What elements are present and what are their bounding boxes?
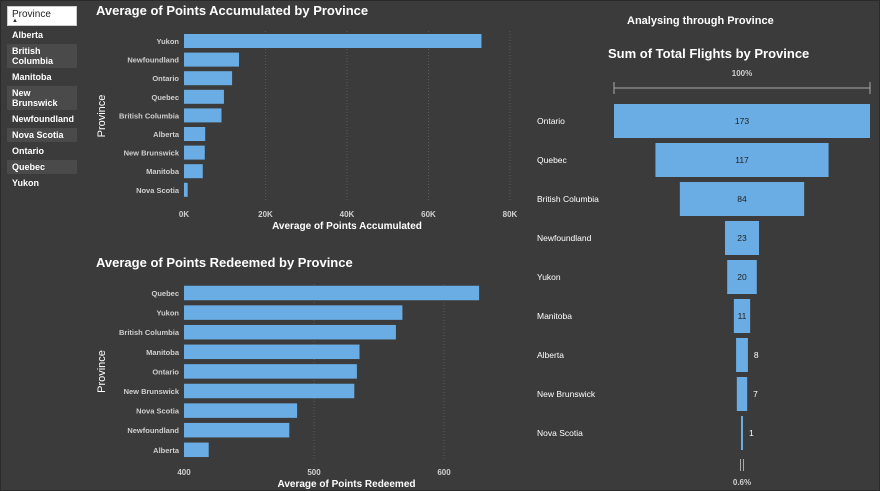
slicer-item[interactable]: British Columbia xyxy=(7,44,77,68)
bar[interactable] xyxy=(184,403,298,418)
category-label: Alberta xyxy=(153,446,180,455)
data-label: 84 xyxy=(737,194,747,204)
slicer-item[interactable]: New Brunswick xyxy=(7,86,77,110)
x-axis-title: Average of Points Redeemed xyxy=(277,479,415,490)
funnel-bar[interactable] xyxy=(727,260,757,294)
data-label: 7 xyxy=(753,389,758,399)
category-label: British Columbia xyxy=(537,194,599,204)
bar[interactable] xyxy=(184,89,224,104)
funnel-bar[interactable] xyxy=(679,182,805,216)
bar[interactable] xyxy=(184,324,396,340)
slicer-item[interactable]: Nova Scotia xyxy=(7,128,77,142)
slicer-header[interactable]: Province ▲ xyxy=(7,6,77,26)
bar[interactable] xyxy=(184,34,482,48)
bar[interactable] xyxy=(184,442,209,458)
category-label: Ontario xyxy=(152,74,179,83)
funnel-bar[interactable] xyxy=(733,299,751,333)
tick-label: 600 xyxy=(437,468,451,477)
category-label: Yukon xyxy=(537,272,561,282)
category-label: Alberta xyxy=(537,350,564,360)
data-label: 20 xyxy=(737,272,747,282)
category-label: Quebec xyxy=(151,289,179,298)
funnel-bar[interactable] xyxy=(614,104,870,138)
tick-label: 500 xyxy=(307,468,321,477)
slicer-item[interactable]: Alberta xyxy=(12,30,44,40)
bar[interactable] xyxy=(184,305,403,320)
tick-label: 0K xyxy=(179,210,189,219)
bar[interactable] xyxy=(184,145,205,160)
tick-label: 80K xyxy=(503,210,518,219)
category-label: Manitoba xyxy=(537,311,572,321)
category-label: Yukon xyxy=(156,37,179,46)
tick-label: 400 xyxy=(177,468,191,477)
bar[interactable] xyxy=(184,344,360,360)
bar[interactable] xyxy=(184,285,480,301)
category-label: Manitoba xyxy=(146,167,180,176)
bottom-percent-label: 0.6% xyxy=(733,478,751,487)
bar[interactable] xyxy=(184,127,206,141)
category-label: Nova Scotia xyxy=(537,428,583,438)
tick-label: 40K xyxy=(340,210,355,219)
category-label: Newfoundland xyxy=(537,233,592,243)
y-axis-title: Province xyxy=(96,95,108,138)
category-label: Newfoundland xyxy=(127,56,179,65)
category-label: Newfoundland xyxy=(127,426,179,435)
data-label: 23 xyxy=(737,233,747,243)
category-label: Nova Scotia xyxy=(136,186,180,195)
data-label: 173 xyxy=(735,116,749,126)
bar[interactable] xyxy=(184,182,188,197)
bar[interactable] xyxy=(184,71,233,86)
caret-up-icon: ▲ xyxy=(12,18,18,24)
bar[interactable] xyxy=(184,52,240,67)
category-label: Quebec xyxy=(151,93,179,102)
funnel-bar[interactable] xyxy=(741,416,743,450)
slicer-header-label: Province xyxy=(12,9,51,20)
category-label: Yukon xyxy=(156,309,179,318)
bar[interactable] xyxy=(184,164,203,179)
bar[interactable] xyxy=(184,383,355,399)
y-axis-title: Province xyxy=(96,350,108,393)
data-label: 117 xyxy=(735,155,749,165)
slicer-item[interactable]: Newfoundland xyxy=(12,114,74,124)
top-percent-label: 100% xyxy=(732,69,752,78)
x-axis-title: Average of Points Accumulated xyxy=(272,221,422,232)
funnel-bar[interactable] xyxy=(736,338,748,372)
chart-title-total-flights: Sum of Total Flights by Province xyxy=(608,46,810,61)
category-label: Alberta xyxy=(153,130,180,139)
tick-label: 20K xyxy=(258,210,273,219)
page-heading: Analysing through Province xyxy=(627,15,774,27)
slicer-item[interactable]: Manitoba xyxy=(12,72,52,82)
category-label: Ontario xyxy=(537,116,565,126)
bar[interactable] xyxy=(184,108,222,123)
tick-label: 60K xyxy=(421,210,436,219)
funnel-bar[interactable] xyxy=(724,221,760,255)
category-label: Manitoba xyxy=(146,348,180,357)
category-label: British Columbia xyxy=(119,328,180,337)
category-label: New Brunswick xyxy=(124,149,180,158)
chart-title-points-accumulated: Average of Points Accumulated by Provinc… xyxy=(96,3,369,18)
data-label: 11 xyxy=(738,311,747,321)
slicer-item[interactable]: Ontario xyxy=(12,146,45,156)
bar[interactable] xyxy=(184,364,357,379)
category-label: Ontario xyxy=(152,367,179,376)
slicer-item[interactable]: Quebec xyxy=(7,160,77,174)
chart-title-points-redeemed: Average of Points Redeemed by Province xyxy=(96,255,353,270)
data-label: 8 xyxy=(754,350,759,360)
slicer-item[interactable]: Yukon xyxy=(12,178,40,188)
bar[interactable] xyxy=(184,422,290,438)
category-label: New Brunswick xyxy=(124,387,180,396)
province-slicer[interactable]: Province ▲ Alberta British Columbia Mani… xyxy=(7,6,77,190)
category-label: British Columbia xyxy=(119,111,180,120)
data-label: 1 xyxy=(749,428,754,438)
category-label: Nova Scotia xyxy=(136,407,180,416)
funnel-bar[interactable] xyxy=(655,143,829,177)
category-label: New Brunswick xyxy=(537,389,596,399)
funnel-bar[interactable] xyxy=(736,377,748,411)
category-label: Quebec xyxy=(537,155,568,165)
